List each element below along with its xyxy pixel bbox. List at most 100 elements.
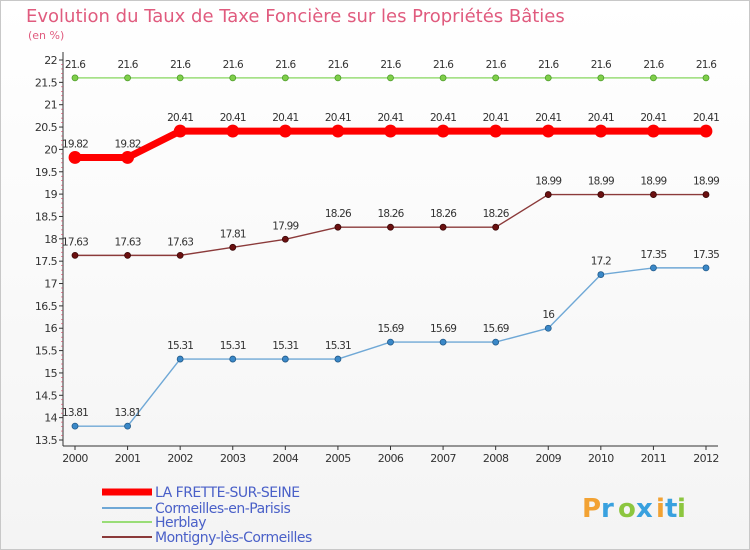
data-point [71, 251, 79, 259]
data-label: 18.26 [483, 208, 510, 220]
data-point [597, 271, 605, 278]
y-tick-label: 20 [44, 143, 57, 156]
data-label: 17.35 [693, 249, 719, 261]
data-point [68, 151, 82, 164]
data-label: 16 [542, 309, 555, 321]
x-tick-label: 2005 [325, 452, 351, 465]
data-label: 20.41 [693, 112, 719, 124]
data-label: 21.6 [328, 59, 349, 71]
legend-item-3: Montigny-lès-Cormeilles [102, 530, 312, 546]
data-label: 18.26 [325, 208, 352, 220]
data-label: 18.26 [377, 208, 404, 220]
data-label: 20.41 [588, 112, 614, 124]
x-tick-label: 2002 [167, 452, 193, 465]
data-point [176, 74, 184, 82]
data-label: 21.6 [486, 59, 507, 71]
data-label: 19.82 [62, 138, 88, 150]
data-label: 20.41 [220, 112, 246, 124]
y-tick-label: 14 [44, 412, 57, 425]
data-point [541, 124, 555, 138]
data-label: 20.41 [377, 112, 403, 124]
chart-title: Evolution du Taux de Taxe Foncière sur l… [26, 6, 565, 27]
y-tick-label: 14.5 [35, 389, 58, 402]
y-tick-label: 17 [44, 278, 57, 291]
legend-label: Cormeilles-en-Parisis [155, 501, 290, 517]
data-point [650, 191, 657, 198]
data-point [702, 74, 710, 82]
y-tick-label: 20.5 [35, 121, 58, 134]
data-point [544, 191, 552, 198]
data-point [597, 74, 605, 82]
data-label: 18.99 [588, 176, 614, 188]
data-label: 13.81 [115, 407, 141, 419]
legend-item-2: Herblay [102, 515, 207, 531]
data-point [387, 223, 394, 231]
data-point [702, 191, 710, 198]
data-point [492, 338, 500, 346]
data-point [439, 223, 447, 231]
data-point [176, 251, 184, 259]
data-point [176, 355, 184, 363]
data-point [229, 74, 237, 82]
x-tick-label: 2004 [273, 452, 299, 465]
data-label: 21.6 [591, 59, 612, 71]
data-label: 15.31 [220, 340, 246, 352]
data-label: 17.2 [591, 256, 611, 268]
x-tick-label: 2008 [483, 452, 509, 465]
x-tick-label: 2003 [220, 452, 246, 465]
data-label: 15.31 [325, 340, 351, 352]
y-tick-label: 21 [44, 99, 57, 112]
data-point [334, 355, 342, 363]
logo-letter: o [618, 494, 636, 524]
data-point [281, 74, 289, 82]
data-point [124, 251, 131, 259]
data-label: 17.35 [640, 249, 666, 261]
y-tick-label: 15 [44, 367, 57, 380]
data-point [121, 151, 134, 164]
data-point [229, 243, 237, 251]
y-tick-label: 13.5 [35, 434, 58, 447]
data-label: 21.6 [223, 59, 244, 71]
data-point [492, 223, 500, 231]
data-label: 20.41 [640, 112, 666, 124]
logo-letter: x [636, 494, 653, 524]
series-1: 13.81 13.81 15.31 15.31 15.31 15.31 15.69 15.69… [62, 249, 720, 430]
data-point [387, 74, 394, 82]
data-point [489, 124, 503, 138]
data-label: 18.99 [640, 176, 666, 188]
data-point [71, 74, 79, 82]
x-tick-label: 2007 [430, 452, 456, 465]
data-label: 21.6 [65, 59, 86, 71]
logo-letter: i [677, 494, 686, 524]
data-label: 20.41 [325, 112, 351, 124]
data-label: 20.41 [167, 112, 193, 124]
logo-letter: t [665, 494, 677, 524]
y-tick-label: 18 [44, 233, 57, 246]
data-point [226, 124, 240, 138]
data-point [439, 74, 447, 82]
data-point [650, 264, 657, 272]
y-tick-label: 22 [44, 54, 57, 67]
data-point [544, 324, 552, 332]
data-label: 18.99 [693, 176, 719, 188]
y-tick-label: 17.5 [35, 255, 58, 268]
x-tick-label: 2001 [115, 452, 141, 465]
y-tick-label: 16 [44, 322, 57, 335]
data-point [281, 235, 289, 243]
logo-letter: P [582, 494, 601, 524]
data-label: 15.31 [167, 340, 193, 352]
data-label: 20.41 [535, 112, 561, 124]
y-tick-label: 19 [44, 188, 57, 201]
data-label: 18.99 [535, 176, 561, 188]
legend-label: Herblay [155, 515, 206, 531]
data-label: 17.81 [220, 228, 246, 240]
data-point [702, 264, 710, 272]
data-label: 17.63 [167, 236, 193, 248]
data-label: 21.6 [696, 59, 717, 71]
data-point [384, 124, 397, 138]
data-label: 17.63 [62, 236, 88, 248]
data-label: 20.41 [483, 112, 509, 124]
legend-item-0: LA FRETTE-SUR-SEINE [102, 485, 300, 501]
